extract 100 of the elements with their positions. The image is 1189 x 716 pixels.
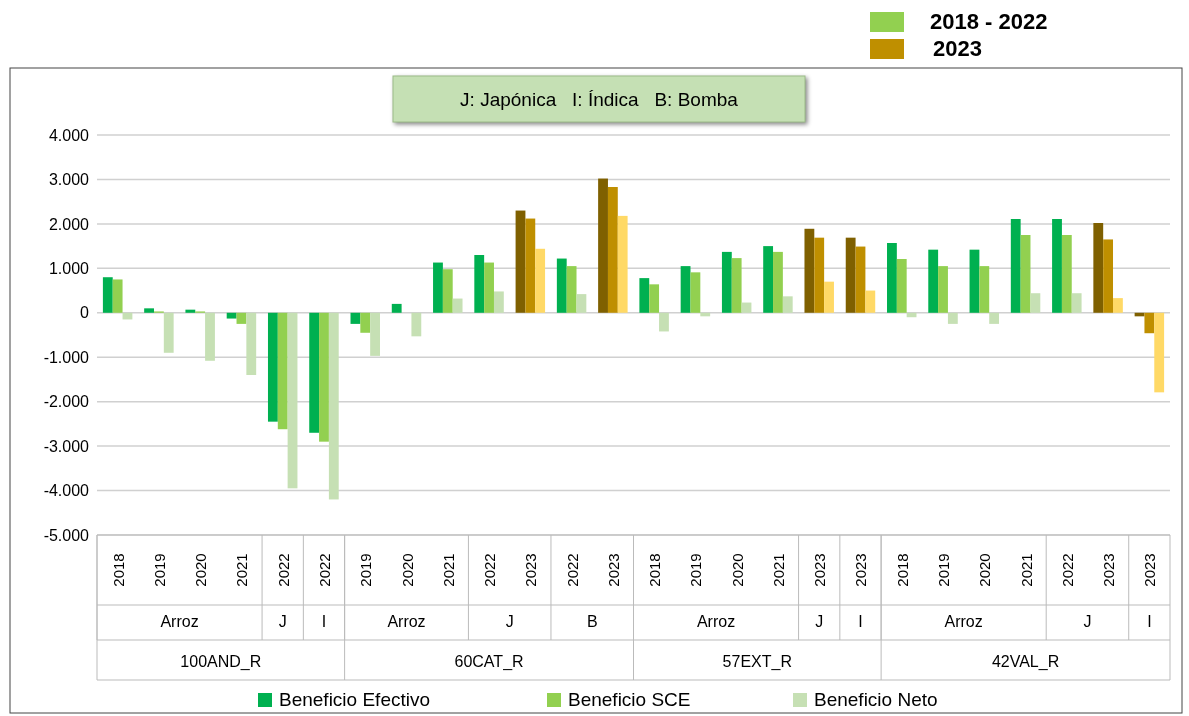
bar bbox=[865, 290, 876, 313]
x-tick-label: 2023 bbox=[604, 553, 622, 587]
bar bbox=[442, 269, 453, 313]
bar bbox=[360, 312, 371, 333]
bar bbox=[1061, 235, 1072, 313]
x-tick-label: 2023 bbox=[522, 553, 540, 587]
x-tick-label: 2022 bbox=[481, 553, 499, 587]
bar bbox=[598, 178, 608, 313]
bar bbox=[185, 309, 196, 313]
bar bbox=[845, 237, 856, 313]
text: Arroz bbox=[387, 613, 426, 630]
bar bbox=[1103, 239, 1114, 313]
y-tick-label: -5.000 bbox=[43, 526, 90, 544]
text: 2018 - 2022 bbox=[930, 9, 1048, 34]
y-tick-label: -4.000 bbox=[43, 482, 90, 500]
bar bbox=[246, 312, 257, 375]
bar bbox=[690, 272, 701, 313]
bar bbox=[370, 312, 380, 356]
bar bbox=[576, 294, 587, 313]
y-tick-label: 1.000 bbox=[48, 259, 90, 277]
y-tick-label: -1.000 bbox=[43, 348, 90, 366]
bar bbox=[267, 312, 278, 422]
x-tick-label: 2021 bbox=[439, 553, 457, 587]
text: I bbox=[858, 613, 863, 630]
bar bbox=[1113, 298, 1123, 313]
text: J: Japónica I: Índica B: Bomba bbox=[460, 89, 739, 110]
x-tick-label: 2023 bbox=[852, 553, 870, 587]
bar bbox=[1144, 312, 1155, 334]
x-tick-label: 2018 bbox=[109, 553, 127, 587]
x-tick-label: 2022 bbox=[315, 553, 333, 587]
bar bbox=[391, 303, 402, 313]
bar bbox=[763, 246, 774, 313]
bar bbox=[309, 312, 320, 433]
legend-label: Beneficio Efectivo bbox=[279, 689, 431, 710]
text: B bbox=[586, 613, 598, 630]
bar bbox=[1052, 219, 1062, 313]
text: 42VAL_R bbox=[991, 653, 1060, 671]
bar bbox=[112, 279, 123, 313]
x-tick-label: 2018 bbox=[646, 553, 664, 587]
x-tick-label: 2020 bbox=[976, 553, 994, 587]
bar bbox=[525, 218, 536, 313]
x-tick-label: 2020 bbox=[398, 553, 416, 587]
bar bbox=[855, 246, 866, 313]
bar bbox=[639, 278, 650, 313]
legend-label: Beneficio Neto bbox=[814, 689, 938, 710]
bar bbox=[484, 262, 494, 313]
bar bbox=[680, 266, 691, 313]
bar bbox=[277, 312, 288, 430]
bar bbox=[649, 284, 660, 313]
text: Arroz bbox=[944, 613, 983, 630]
bar bbox=[1154, 312, 1165, 393]
bar bbox=[782, 296, 793, 313]
bar bbox=[721, 251, 732, 313]
bar bbox=[319, 312, 329, 442]
bar bbox=[804, 228, 815, 313]
bar bbox=[741, 302, 752, 313]
bar bbox=[607, 187, 618, 313]
bar bbox=[969, 249, 980, 313]
bar bbox=[814, 237, 825, 313]
text: 100AND_R bbox=[180, 653, 262, 671]
bar bbox=[1020, 235, 1031, 313]
x-tick-label: 2019 bbox=[687, 553, 705, 587]
y-tick-label: -2.000 bbox=[43, 393, 90, 411]
bar bbox=[515, 210, 526, 313]
x-tick-label: 2023 bbox=[1141, 553, 1159, 587]
x-tick-label: 2021 bbox=[769, 553, 787, 587]
bar bbox=[659, 312, 669, 332]
bar bbox=[989, 312, 1000, 324]
bar bbox=[493, 291, 504, 313]
bar bbox=[163, 312, 174, 353]
y-tick-label: 0 bbox=[80, 304, 90, 322]
x-tick-label: 2020 bbox=[192, 553, 210, 587]
bar bbox=[474, 255, 485, 313]
bar bbox=[205, 312, 215, 361]
text: 57EXT_R bbox=[722, 653, 792, 671]
bar bbox=[947, 312, 958, 324]
x-tick-label: 2019 bbox=[357, 553, 375, 587]
text: I bbox=[321, 613, 327, 630]
y-tick-label: 2.000 bbox=[48, 215, 90, 233]
legend-label: Beneficio SCE bbox=[568, 689, 691, 710]
bar bbox=[887, 243, 897, 313]
x-tick-label: 2019 bbox=[935, 553, 953, 587]
text: 60CAT_R bbox=[454, 653, 524, 671]
bar bbox=[556, 258, 567, 313]
bar bbox=[979, 266, 990, 313]
bar bbox=[144, 308, 154, 313]
bar bbox=[102, 277, 113, 313]
bar bbox=[226, 312, 237, 319]
x-tick-label: 2022 bbox=[563, 553, 581, 587]
text: J bbox=[278, 613, 287, 630]
text: Arroz bbox=[696, 613, 736, 630]
x-tick-label: 2021 bbox=[1017, 553, 1035, 587]
y-tick-label: 3.000 bbox=[48, 171, 90, 189]
x-tick-label: 2018 bbox=[893, 553, 911, 587]
bar bbox=[824, 281, 834, 313]
x-tick-label: 2022 bbox=[1058, 553, 1076, 587]
bar bbox=[731, 258, 742, 313]
y-tick-label: 4.000 bbox=[48, 126, 90, 144]
bar bbox=[773, 251, 783, 313]
bar bbox=[1071, 293, 1082, 313]
